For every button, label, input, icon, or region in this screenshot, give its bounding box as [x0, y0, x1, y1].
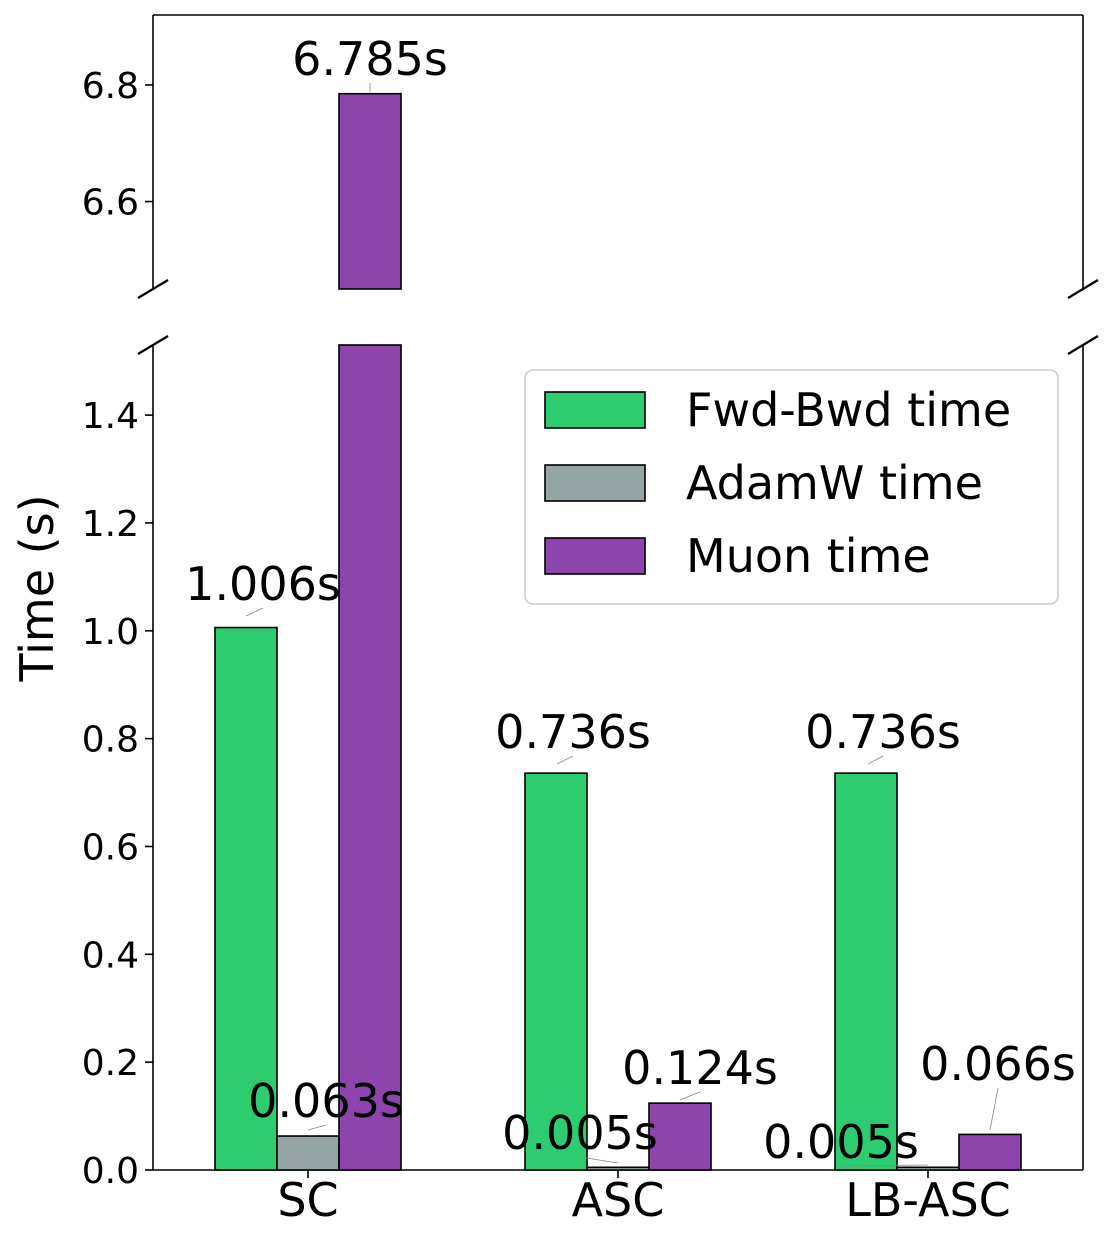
legend: Fwd-Bwd time AdamW time Muon time	[524, 369, 1059, 605]
x-tick-label: LB-ASC	[845, 1173, 1011, 1227]
axis-break-mark	[137, 279, 169, 299]
data-label: 0.066s	[920, 1037, 1076, 1091]
data-label-leader	[679, 1091, 701, 1101]
axis-break-mark	[1067, 335, 1099, 355]
y-tick-label: 0.8	[82, 720, 139, 761]
y-tick-label: 0.0	[82, 1151, 139, 1192]
bar-upper-segment	[338, 92, 402, 290]
bar-adamw-timesc	[276, 1135, 340, 1171]
axis-break-mark	[137, 335, 169, 355]
y-tick-label: 0.4	[82, 935, 139, 976]
data-label: 0.063s	[248, 1074, 404, 1128]
axis-break-mark	[1067, 279, 1099, 299]
bar-fwd-bwd-timesc	[214, 626, 278, 1171]
bar-muon-timelb-asc	[958, 1133, 1022, 1171]
data-label-leader	[307, 1124, 327, 1131]
data-label: 0.005s	[763, 1115, 919, 1169]
y-tick-label: 0.2	[82, 1043, 139, 1084]
legend-label: AdamW time	[686, 456, 983, 510]
data-label-leader	[556, 755, 574, 765]
data-label: 1.006s	[185, 557, 341, 611]
y-tick-label: 1.2	[82, 504, 139, 545]
data-label-leader	[840, 1164, 929, 1167]
y-axis-label: Time (s)	[10, 494, 64, 682]
data-label-leader	[989, 1087, 999, 1131]
data-label-leader	[579, 1156, 619, 1164]
legend-swatch	[544, 537, 646, 575]
y-tick-label: 6.8	[82, 66, 139, 107]
bar-muon-timeasc	[648, 1102, 712, 1171]
y-tick-label: 6.6	[82, 183, 139, 224]
x-tick-label: ASC	[572, 1173, 665, 1227]
data-label-leader	[867, 755, 884, 765]
legend-box	[524, 369, 1059, 605]
data-label: 0.736s	[805, 705, 961, 759]
legend-swatch	[544, 464, 646, 502]
data-label: 0.124s	[622, 1041, 778, 1095]
bar-muon-timesc	[338, 344, 402, 1171]
bar-fwd-bwd-timelb-asc	[834, 772, 898, 1171]
data-label-leader	[245, 607, 264, 617]
x-tick-label: SC	[277, 1173, 338, 1227]
legend-label: Muon time	[686, 529, 931, 583]
data-label: 0.736s	[495, 705, 651, 759]
bar-fwd-bwd-timeasc	[524, 772, 588, 1171]
legend-label: Fwd-Bwd time	[686, 383, 1011, 437]
y-tick-label: 0.6	[82, 827, 139, 868]
data-label: 0.005s	[502, 1106, 658, 1160]
y-tick-label: 1.0	[82, 612, 139, 653]
y-tick-label: 1.4	[82, 396, 139, 437]
legend-swatch	[544, 391, 646, 429]
bar-adamw-timeasc	[586, 1166, 650, 1171]
data-label: 6.785s	[292, 32, 448, 86]
